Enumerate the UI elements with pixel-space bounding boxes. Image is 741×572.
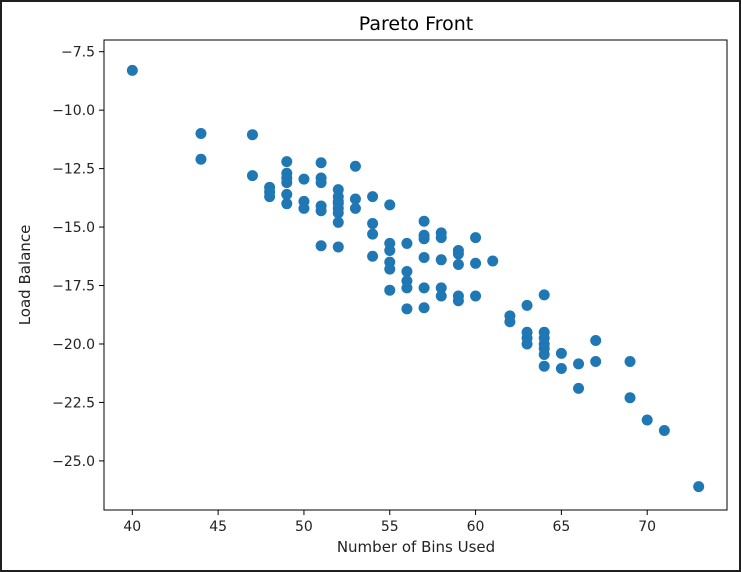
data-point [590,356,602,368]
data-point [315,177,327,189]
data-point [315,240,327,252]
y-tick-label: −10.0 [52,103,95,119]
data-point [435,282,447,294]
x-tick-label: 40 [123,519,141,535]
data-point [504,316,516,328]
y-tick-label: −20.0 [52,337,95,353]
chart-title: Pareto Front [359,13,474,35]
data-point [418,282,430,294]
data-point [470,290,482,302]
data-point [367,228,379,240]
data-point [573,358,585,370]
y-tick-label: −15.0 [52,220,95,236]
data-point [470,257,482,269]
y-axis-label: Load Balance [16,225,34,326]
data-point [298,173,310,185]
data-point [555,347,567,359]
data-point [452,258,464,270]
data-point [401,237,413,249]
data-point [281,188,293,200]
data-point [281,177,293,189]
data-point [521,299,533,311]
data-point [538,360,550,372]
data-point [487,255,499,267]
data-point [298,202,310,214]
data-point [641,414,653,426]
data-point [281,156,293,168]
data-point [349,160,361,172]
data-point [624,356,636,368]
data-point [384,284,396,296]
data-point [332,216,344,228]
data-point [418,251,430,263]
data-point [384,199,396,211]
x-tick-label: 50 [295,519,313,535]
data-point [281,198,293,210]
data-point [264,191,276,203]
data-point [195,128,207,140]
data-point [246,170,258,182]
data-point [452,248,464,260]
x-axis-label: Number of Bins Used [337,538,495,556]
data-point [590,334,602,346]
data-point [435,254,447,266]
data-point [624,392,636,404]
data-point [418,233,430,245]
data-point [315,205,327,217]
data-point [332,207,344,219]
data-point [195,153,207,165]
data-point [401,303,413,315]
data-point [367,218,379,230]
data-point [573,382,585,394]
data-point [435,232,447,244]
x-tick-label: 60 [467,519,485,535]
x-tick-label: 65 [552,519,570,535]
data-points [126,64,705,493]
data-point [435,290,447,302]
y-tick-label: −17.5 [52,279,95,295]
data-point [538,289,550,301]
data-point [315,157,327,169]
axis-ticks: 40 45 50 55 60 65 70 −7.5 −10.0 −12.5 −15.0 −17.5 −2… [52,45,656,535]
y-tick-label: −22.5 [52,395,95,411]
data-point [555,363,567,375]
data-point [126,64,138,76]
x-tick-label: 55 [381,519,399,535]
data-point [367,250,379,262]
data-point [401,265,413,277]
y-tick-label: −7.5 [61,45,95,61]
y-tick-label: −12.5 [52,162,95,178]
x-tick-label: 45 [209,519,227,535]
data-point [418,302,430,314]
data-point [246,129,258,141]
data-point [658,424,670,436]
y-tick-label: −25.0 [52,454,95,470]
data-point [349,202,361,214]
data-point [349,193,361,205]
data-point [693,481,705,493]
data-point [521,338,533,350]
data-point [418,215,430,227]
data-point [538,349,550,361]
plot-area-border [103,39,728,511]
data-point [452,295,464,307]
data-point [401,282,413,294]
data-point [332,241,344,253]
data-point [367,191,379,203]
data-point [384,244,396,256]
x-tick-label: 70 [638,519,656,535]
data-point [384,263,396,275]
data-point [470,232,482,244]
